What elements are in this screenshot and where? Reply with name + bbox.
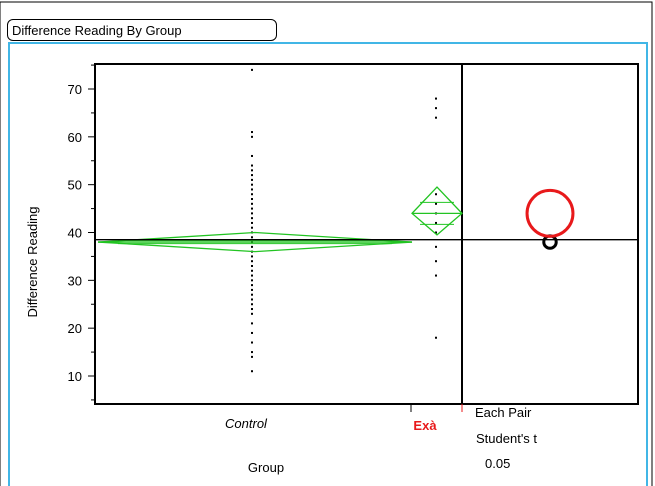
y-tick-label: 20 xyxy=(68,321,82,336)
data-point xyxy=(251,245,253,248)
x-tick-label: Control xyxy=(225,416,268,431)
data-point xyxy=(251,274,253,277)
data-point xyxy=(435,221,437,224)
comparison-alpha: 0.05 xyxy=(485,456,510,471)
data-point xyxy=(251,164,253,167)
data-point xyxy=(251,370,253,373)
data-point xyxy=(251,255,253,258)
data-point xyxy=(251,260,253,263)
data-point xyxy=(251,183,253,186)
data-point xyxy=(251,312,253,315)
data-point xyxy=(251,269,253,272)
data-point xyxy=(435,336,437,339)
data-point xyxy=(251,178,253,181)
data-point xyxy=(435,260,437,263)
y-tick-label: 10 xyxy=(68,369,82,384)
data-point xyxy=(251,154,253,157)
comparison-circle xyxy=(525,188,575,238)
data-point xyxy=(251,207,253,210)
x-tick-label: Exà xyxy=(413,418,437,433)
data-point xyxy=(435,274,437,277)
data-point xyxy=(251,351,253,354)
data-point xyxy=(251,308,253,311)
data-point xyxy=(251,212,253,215)
data-point xyxy=(251,68,253,71)
comparison-header: Each Pair xyxy=(475,405,532,420)
data-point xyxy=(251,322,253,325)
data-point xyxy=(251,217,253,220)
data-point xyxy=(251,226,253,229)
data-point xyxy=(435,231,437,234)
data-point xyxy=(435,97,437,100)
data-point xyxy=(251,236,253,239)
data-point xyxy=(251,293,253,296)
data-point xyxy=(251,198,253,201)
data-point xyxy=(435,193,437,196)
data-point xyxy=(251,131,253,134)
data-point xyxy=(435,245,437,248)
y-tick-label: 70 xyxy=(68,82,82,97)
data-point xyxy=(251,279,253,282)
data-point xyxy=(251,221,253,224)
data-point xyxy=(435,107,437,110)
data-point xyxy=(435,116,437,119)
comparison-test: Student's t xyxy=(476,431,537,446)
data-point xyxy=(251,298,253,301)
y-tick-label: 40 xyxy=(68,226,82,241)
data-point xyxy=(251,303,253,306)
data-point xyxy=(251,264,253,267)
report-title[interactable]: Difference Reading By Group xyxy=(7,19,277,41)
data-point xyxy=(251,284,253,287)
comparison-frame xyxy=(461,63,639,405)
data-point xyxy=(251,202,253,205)
data-point xyxy=(251,188,253,191)
data-point xyxy=(251,331,253,334)
data-point xyxy=(251,174,253,177)
data-point xyxy=(251,193,253,196)
data-point xyxy=(251,355,253,358)
y-axis-label: Difference Reading xyxy=(25,206,40,317)
y-tick-label: 50 xyxy=(68,178,82,193)
data-point xyxy=(435,202,437,205)
y-tick-label: 60 xyxy=(68,130,82,145)
data-point xyxy=(251,169,253,172)
data-point xyxy=(251,135,253,138)
x-axis-label: Group xyxy=(248,460,284,475)
data-point xyxy=(251,288,253,291)
y-tick-label: 30 xyxy=(68,273,82,288)
data-point xyxy=(251,341,253,344)
report-panel xyxy=(8,42,648,486)
